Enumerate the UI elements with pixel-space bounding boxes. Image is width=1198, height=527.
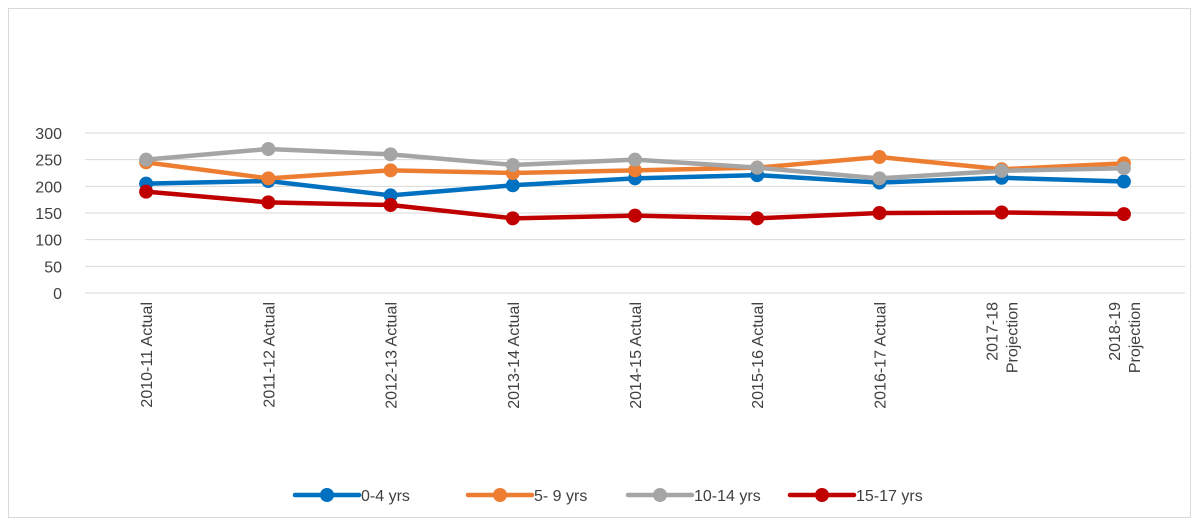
data-point [750,161,764,175]
x-tick-label: 2015-16 Actual [750,302,767,409]
x-tick-label: 2010-11 Actual [139,302,156,408]
legend-item: 5- 9 yrs [468,488,587,505]
data-point [1117,161,1131,175]
x-tick-label: 2017-18 [985,302,1002,361]
legend-swatch-marker [653,488,667,502]
legend-item: 10-14 yrs [628,488,761,505]
data-point [995,164,1009,178]
data-point [506,211,520,225]
data-point [261,171,275,185]
y-tick-label: 50 [44,259,62,276]
legend-swatch-marker [493,488,507,502]
data-point [628,153,642,167]
data-point [384,163,398,177]
legend-swatch-marker [320,488,334,502]
x-tick-label: 2013-14 Actual [506,302,523,409]
x-tick-label: 2011-12 Actual [261,302,278,408]
y-tick-label: 100 [35,233,62,250]
x-tick-label: Projection [1127,302,1144,373]
data-point [872,171,886,185]
data-point [384,198,398,212]
data-point [1117,207,1131,221]
data-point [506,158,520,172]
data-point [995,205,1009,219]
x-tick-label: 2018-19 [1107,302,1124,361]
x-tick-label: 2014-15 Actual [628,302,645,409]
legend-label: 15-17 yrs [856,488,923,505]
legend-item: 0-4 yrs [295,488,410,505]
legend-label: 0-4 yrs [361,488,410,505]
y-tick-label: 0 [53,286,62,303]
x-tick-label: Projection [1005,302,1022,373]
data-point [506,178,520,192]
y-axis-ticks: 0 50 100 150 200 250 300 [35,126,62,303]
data-point [261,195,275,209]
x-tick-label: 2016-17 Actual [872,302,889,409]
y-tick-label: 150 [35,206,62,223]
legend-label: 5- 9 yrs [534,488,587,505]
legend-swatch-marker [815,488,829,502]
data-point [750,211,764,225]
data-point [384,147,398,161]
data-point [1117,175,1131,189]
data-point [872,150,886,164]
x-axis-ticks: 2010-11 Actual 2011-12 Actual 2012-13 Actu… [139,302,1144,409]
data-point [139,185,153,199]
y-tick-label: 300 [35,126,62,143]
data-point [628,209,642,223]
legend-item: 15-17 yrs [790,488,923,505]
y-tick-label: 250 [35,153,62,170]
data-point [261,142,275,156]
series-4 [139,185,1131,226]
data-point [872,206,886,220]
data-point [139,153,153,167]
x-tick-label: 2012-13 Actual [384,302,401,409]
y-tick-label: 200 [35,179,62,196]
legend-label: 10-14 yrs [694,488,761,505]
legend: 0-4 yrs 5- 9 yrs 10-14 yrs 15-17 yrs [295,488,923,505]
